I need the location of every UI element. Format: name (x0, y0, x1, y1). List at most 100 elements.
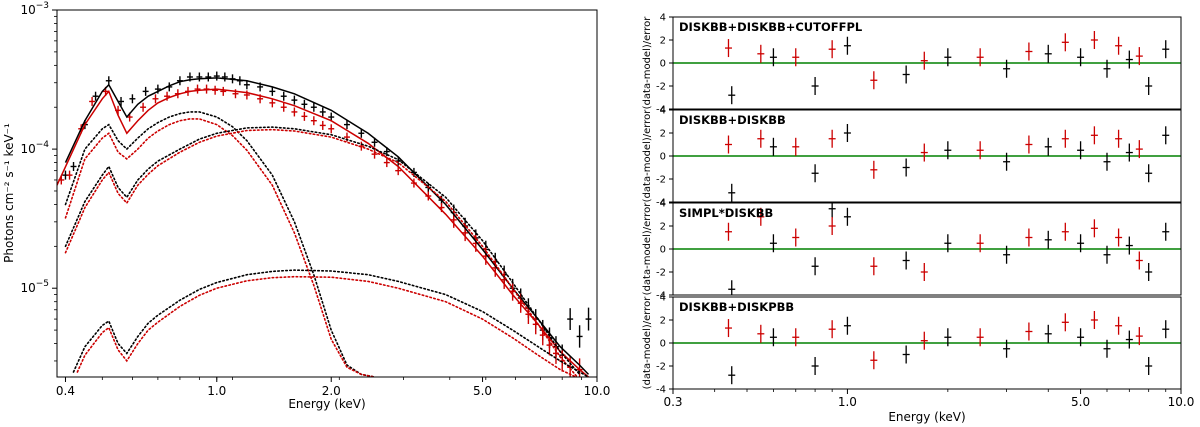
residual-red-point (1061, 313, 1069, 332)
residual-red-point (976, 48, 984, 67)
residual-panel-label: DISKBB+DISKPBB (679, 300, 794, 314)
residual-x-ticks: 0.3 1.0 5.0 10.0 (663, 389, 1194, 409)
red-data-point (291, 107, 298, 117)
residual-red-point (1061, 222, 1069, 241)
residual-black-point (811, 257, 819, 276)
residual-red-point (1090, 219, 1098, 238)
residual-red-point (1115, 36, 1123, 55)
residual-y-tick-label: 0 (660, 59, 666, 70)
black-data-point (243, 80, 250, 90)
residual-black-point (1162, 126, 1170, 145)
residual-red-point (1025, 135, 1033, 154)
residual-series-layer (673, 203, 1181, 295)
residual-x-axis-label: Energy (keV) (888, 410, 965, 424)
red-data-point (66, 170, 73, 180)
spectrum-x-tick-label: 0.4 (56, 384, 75, 398)
black-data-point (129, 94, 136, 104)
residual-black-point (1125, 143, 1133, 162)
residual-red-point (870, 351, 878, 370)
black-data-point (567, 308, 574, 330)
residual-black-point (1145, 263, 1153, 281)
residual-y-tick-label: -4 (656, 291, 666, 302)
residual-black-point (902, 345, 910, 364)
residual-red-point (792, 328, 800, 347)
residual-black-point (843, 36, 851, 55)
residual-black-point (843, 207, 851, 226)
residual-black-point (1077, 141, 1085, 160)
residual-black-point (843, 316, 851, 335)
residual-y-tick-label: 2 (660, 36, 666, 47)
residual-red-point (1115, 228, 1123, 247)
spectrum-x-axis-label: Energy (keV) (288, 397, 365, 411)
residual-black-point (1077, 328, 1085, 347)
residual-black-point (1103, 245, 1111, 264)
residual-red-point (1090, 311, 1098, 329)
spectrum-y-tick-label: 10−5 (20, 279, 49, 295)
residual-black-point (1125, 236, 1133, 255)
red-data-point (328, 124, 335, 134)
black-data-point (343, 120, 350, 130)
residual-black-point (944, 328, 952, 347)
residual-red-point (1025, 228, 1033, 247)
residual-series-layer (673, 31, 1181, 105)
residual-red-point (870, 71, 878, 90)
residual-red-point (920, 51, 928, 70)
red-total-model-line (57, 88, 589, 377)
residual-black-point (1044, 137, 1052, 156)
residual-red-point (1025, 322, 1033, 341)
residual-black-point (811, 357, 819, 375)
spectrum-y-ticks: 10−5 10−4 10−3 (20, 1, 57, 362)
black-data-point (92, 91, 99, 101)
residual-red-point (1135, 251, 1143, 270)
spectrum-plot: 0.4 1.0 2.0 5.0 10.0 10−5 10−4 10−3 Energy (ke… (2, 1, 610, 411)
residual-y-tick-label: 0 (660, 152, 666, 163)
residual-x-tick-label: 0.3 (663, 395, 682, 409)
residual-black-point (769, 328, 777, 347)
residual-red-point (724, 39, 732, 58)
residual-black-point (1044, 44, 1052, 63)
residual-black-point (1162, 320, 1170, 339)
residual-red-point (792, 48, 800, 67)
red-data-point (383, 158, 390, 168)
red-data-point (212, 85, 219, 95)
black-data-point (221, 72, 228, 82)
residual-red-point (1061, 129, 1069, 148)
residual-red-point (828, 320, 836, 339)
residual-red-point (828, 217, 836, 235)
residual-y-axis-label: (data-model)/error (642, 202, 653, 296)
residual-red-point (757, 129, 765, 148)
spectrum-y-axis-label: Photons cm⁻² s⁻¹ keV⁻¹ (2, 123, 16, 263)
spectrum-x-ticks: 0.4 1.0 2.0 5.0 10.0 (56, 377, 610, 398)
residual-x-tick-label: 5.0 (1071, 395, 1090, 409)
residual-red-point (870, 160, 878, 179)
spectrum-series-layer (57, 71, 592, 377)
residual-black-point (769, 48, 777, 67)
residual-red-point (1135, 140, 1143, 159)
black-data-point (319, 107, 326, 117)
residual-red-point (920, 263, 928, 281)
red-data-point (371, 149, 378, 159)
residual-red-point (757, 207, 765, 226)
residual-red-point (757, 324, 765, 343)
residual-red-point (976, 328, 984, 347)
residual-black-point (843, 124, 851, 142)
black-data-point (358, 128, 365, 138)
residual-black-point (1044, 324, 1052, 343)
residual-black-point (811, 77, 819, 95)
residual-red-point (1090, 126, 1098, 145)
residual-red-point (1115, 129, 1123, 148)
residual-y-tick-label: -4 (656, 385, 666, 396)
red-hot-component-line (64, 128, 579, 377)
red-data-point (89, 96, 96, 106)
residual-panel-diskbb-diskbb: -4 -2 0 2 4 (data-model)/error DISKBB+DISKBB (642, 106, 1182, 209)
red-data-point (152, 94, 159, 104)
residual-red-point (920, 143, 928, 162)
residual-plots: -4 -2 0 2 4 (data-model)/error DISKBB+DISKBB+C… (642, 13, 1182, 396)
residual-red-point (976, 141, 984, 160)
residual-red-point (920, 331, 928, 350)
residual-black-point (728, 366, 736, 385)
black-data-point (196, 72, 203, 82)
residual-black-point (811, 164, 819, 183)
residual-red-point (870, 257, 878, 276)
residual-panel-label: SIMPL*DISKBB (679, 206, 773, 220)
